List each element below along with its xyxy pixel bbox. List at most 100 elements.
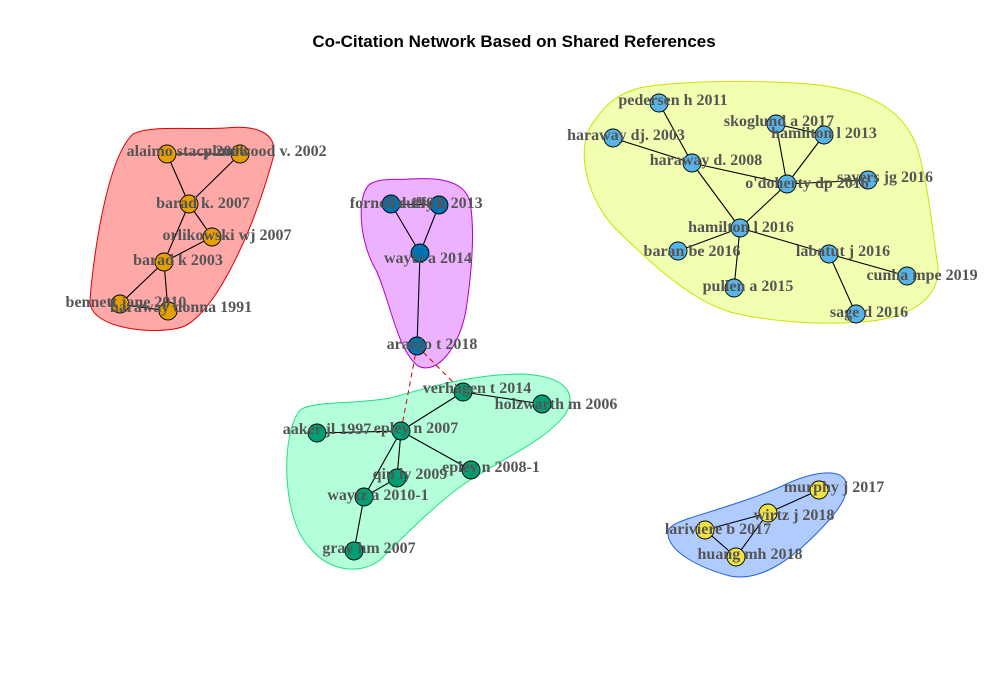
network-nodes [110,93,917,567]
inter-cluster-edge-araujo-epley2007 [400,345,418,432]
cluster-hulls [89,80,939,578]
node-label-verhagen: verhagen t 2014 [423,380,531,397]
node-fornell[interactable] [381,194,401,214]
node-murphy[interactable] [809,480,829,500]
node-sayers[interactable] [858,170,878,190]
node-label-lariviere: lariviere b 2017 [665,521,771,538]
node-aaker[interactable] [307,423,327,443]
node-hamilton2016[interactable] [730,218,750,238]
node-label-waytz2010: waytz a 2010-1 [327,487,428,504]
node-label-barad2007: barad k. 2007 [156,195,250,212]
edge-lariviere-wirtz [704,512,769,531]
node-label-pullen: pullen a 2015 [703,278,794,295]
edge-barad2007-barad2003 [163,203,190,263]
edge-epley2007-waytz2010 [363,430,402,498]
edge-skoglund-odoherty [775,123,788,185]
cluster-hull-yellow [583,80,939,324]
node-orlikowski[interactable] [202,227,222,247]
node-label-hamilton2013: hamilton l 2013 [771,125,877,142]
node-hamilton2013[interactable] [814,125,834,145]
node-label-odoherty: o'doherty dp 2016 [745,175,869,192]
node-araujo[interactable] [407,336,427,356]
node-epley2007[interactable] [391,421,411,441]
node-bennett[interactable] [110,294,130,314]
node-label-murphy: murphy j 2017 [784,479,884,496]
node-alaimo[interactable] [157,144,177,164]
node-label-harawayd2008: haraway d. 2008 [650,152,762,169]
edge-hamilton2016-labatut [739,227,830,255]
node-label-cunha: cunha mpe 2019 [866,267,977,284]
node-plumwood[interactable] [230,144,250,164]
node-duffy[interactable] [429,195,449,215]
node-pedersen[interactable] [649,93,669,113]
node-baran[interactable] [668,241,688,261]
node-label-bennett: bennett jane 2010 [66,294,187,311]
node-epley2008[interactable] [461,460,481,480]
node-label-holzwarth: holzwarth m 2006 [495,396,618,413]
node-label-qiu: qiu ly 2009 [373,466,448,483]
node-label-alaimo: alaimo stacy 2008 [127,143,248,160]
edge-verhagen-epley2007 [400,391,464,432]
node-label-barad2003: barad k 2003 [133,252,223,269]
node-label-harawaydj: haraway dj. 2003 [567,127,685,144]
node-haraway1991[interactable] [158,301,178,321]
node-label-aaker: aaker jl 1997 [283,421,372,438]
node-wirtz[interactable] [758,503,778,523]
edge-epley2007-epley2008 [400,430,472,471]
edge-odoherty-hamilton2016 [739,183,788,229]
edge-labatut-sage [828,253,857,315]
node-label-epley2008: epley n 2008-1 [442,459,540,476]
cluster-hull-purple [360,178,474,369]
edge-verhagen-holzwarth [462,391,543,405]
edge-aaker-epley2007 [316,430,402,434]
node-holzwarth[interactable] [532,394,552,414]
edge-harawaydj-harawayd2008 [612,137,693,164]
node-harawaydj[interactable] [603,128,623,148]
node-sage[interactable] [846,304,866,324]
edge-fornell-waytz2014 [390,203,421,254]
node-waytz2014[interactable] [410,243,430,263]
node-label-labatut: labatut j 2016 [796,243,890,260]
node-skoglund[interactable] [766,114,786,134]
node-label-orlikowski: orlikowski wj 2007 [163,227,292,244]
node-odoherty[interactable] [777,174,797,194]
edge-hamilton2016-baran [677,227,741,252]
node-label-sage: sage d 2016 [830,304,908,321]
node-label-plumwood: plumwood v. 2002 [203,143,326,160]
plot-title: Co-Citation Network Based on Shared Refe… [312,32,715,51]
edge-barad2003-bennett [119,261,165,305]
node-lariviere[interactable] [695,520,715,540]
edge-labatut-cunha [828,253,908,277]
node-label-araujo: araujo t 2018 [387,336,478,353]
edge-harawayd2008-odoherty [691,162,788,185]
node-label-haraway1991: haraway donna 1991 [110,299,252,316]
node-waytz2010[interactable] [354,487,374,507]
node-barad2007[interactable] [179,194,199,214]
edge-plumwood-barad2007 [188,153,241,205]
edge-harawayd2008-hamilton2016 [691,162,741,229]
node-barad2003[interactable] [154,252,174,272]
node-labatut[interactable] [819,244,839,264]
node-label-pedersen: pedersen h 2011 [618,92,727,109]
edge-hamilton2016-pullen [733,227,741,289]
node-label-fornell: fornell c 1981 [350,195,442,212]
node-label-baran: baran be 2016 [644,243,741,260]
node-harawayd2008[interactable] [682,153,702,173]
node-huang[interactable] [726,547,746,567]
node-label-skoglund: skoglund a 2017 [724,113,834,130]
node-qiu[interactable] [387,468,407,488]
node-label-sayers: sayers jg 2016 [837,169,933,186]
node-label-gray: gray hm 2007 [322,540,415,557]
node-gray[interactable] [344,541,364,561]
node-pullen[interactable] [724,278,744,298]
cluster-hull-blue [667,472,847,578]
node-verhagen[interactable] [453,382,473,402]
node-label-duffy: duffy k 2013 [397,195,482,212]
node-label-huang: huang mh 2018 [698,546,803,563]
node-cunha[interactable] [897,266,917,286]
node-label-epley2007: epley n 2007 [374,420,458,437]
node-label-hamilton2016: hamilton l 2016 [688,219,794,236]
edge-pedersen-harawayd2008 [658,102,693,164]
edge-hamilton2013-odoherty [786,134,825,185]
